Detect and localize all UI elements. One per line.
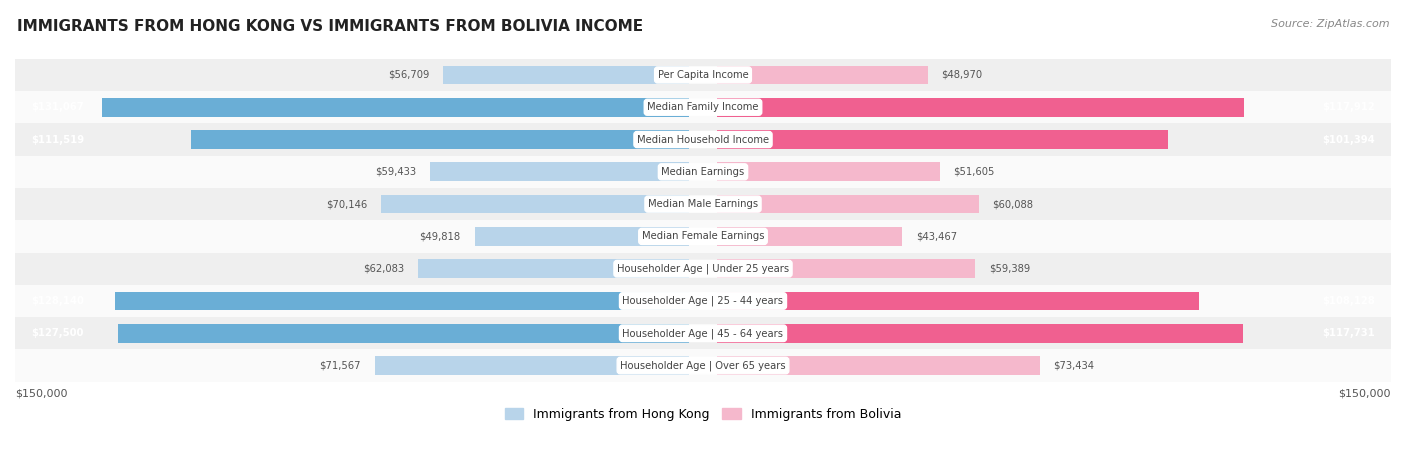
Text: Householder Age | 25 - 44 years: Householder Age | 25 - 44 years xyxy=(623,296,783,306)
Bar xyxy=(15,59,1391,91)
Text: $101,394: $101,394 xyxy=(1322,134,1375,145)
Bar xyxy=(15,156,1391,188)
Legend: Immigrants from Hong Kong, Immigrants from Bolivia: Immigrants from Hong Kong, Immigrants fr… xyxy=(499,403,907,425)
Text: $117,912: $117,912 xyxy=(1322,102,1375,112)
Bar xyxy=(717,356,1040,375)
Text: Median Family Income: Median Family Income xyxy=(647,102,759,112)
Text: $59,389: $59,389 xyxy=(990,264,1031,274)
Text: Median Male Earnings: Median Male Earnings xyxy=(648,199,758,209)
Text: $56,709: $56,709 xyxy=(388,70,429,80)
Bar xyxy=(15,188,1391,220)
Text: IMMIGRANTS FROM HONG KONG VS IMMIGRANTS FROM BOLIVIA INCOME: IMMIGRANTS FROM HONG KONG VS IMMIGRANTS … xyxy=(17,19,643,34)
Text: $111,519: $111,519 xyxy=(31,134,84,145)
Text: $59,433: $59,433 xyxy=(375,167,416,177)
Bar xyxy=(118,324,689,343)
Bar xyxy=(717,195,979,213)
Bar xyxy=(115,291,689,311)
Text: $48,970: $48,970 xyxy=(942,70,983,80)
Text: Per Capita Income: Per Capita Income xyxy=(658,70,748,80)
Text: $73,434: $73,434 xyxy=(1053,361,1095,370)
Text: $150,000: $150,000 xyxy=(1339,389,1391,399)
Text: $108,128: $108,128 xyxy=(1322,296,1375,306)
Bar xyxy=(15,317,1391,349)
Bar xyxy=(15,123,1391,156)
Bar xyxy=(15,220,1391,253)
Text: $60,088: $60,088 xyxy=(993,199,1033,209)
Bar xyxy=(418,259,689,278)
Bar xyxy=(717,291,1199,311)
Text: $127,500: $127,500 xyxy=(31,328,83,338)
Text: Source: ZipAtlas.com: Source: ZipAtlas.com xyxy=(1271,19,1389,28)
Text: Householder Age | Over 65 years: Householder Age | Over 65 years xyxy=(620,361,786,371)
Bar xyxy=(717,324,1243,343)
Text: $128,140: $128,140 xyxy=(31,296,84,306)
Text: Median Female Earnings: Median Female Earnings xyxy=(641,232,765,241)
Bar xyxy=(381,195,689,213)
Bar xyxy=(191,130,689,149)
Bar xyxy=(717,259,976,278)
Text: $117,731: $117,731 xyxy=(1322,328,1375,338)
Text: $51,605: $51,605 xyxy=(953,167,995,177)
Bar xyxy=(443,65,689,85)
Bar xyxy=(717,227,903,246)
Bar xyxy=(15,349,1391,382)
Text: $71,567: $71,567 xyxy=(319,361,361,370)
Text: Householder Age | Under 25 years: Householder Age | Under 25 years xyxy=(617,263,789,274)
Bar xyxy=(15,285,1391,317)
Text: $49,818: $49,818 xyxy=(419,232,461,241)
Text: $70,146: $70,146 xyxy=(326,199,367,209)
Text: Median Earnings: Median Earnings xyxy=(661,167,745,177)
Text: $43,467: $43,467 xyxy=(917,232,957,241)
Bar xyxy=(717,98,1244,117)
Bar xyxy=(474,227,689,246)
Bar xyxy=(430,163,689,181)
Text: Householder Age | 45 - 64 years: Householder Age | 45 - 64 years xyxy=(623,328,783,339)
Bar xyxy=(375,356,689,375)
Bar xyxy=(717,130,1168,149)
Text: Median Household Income: Median Household Income xyxy=(637,134,769,145)
Bar xyxy=(717,65,928,85)
Bar xyxy=(101,98,689,117)
Bar xyxy=(717,163,939,181)
Bar xyxy=(15,91,1391,123)
Text: $62,083: $62,083 xyxy=(363,264,405,274)
Text: $150,000: $150,000 xyxy=(15,389,67,399)
Text: $131,067: $131,067 xyxy=(31,102,84,112)
Bar xyxy=(15,253,1391,285)
